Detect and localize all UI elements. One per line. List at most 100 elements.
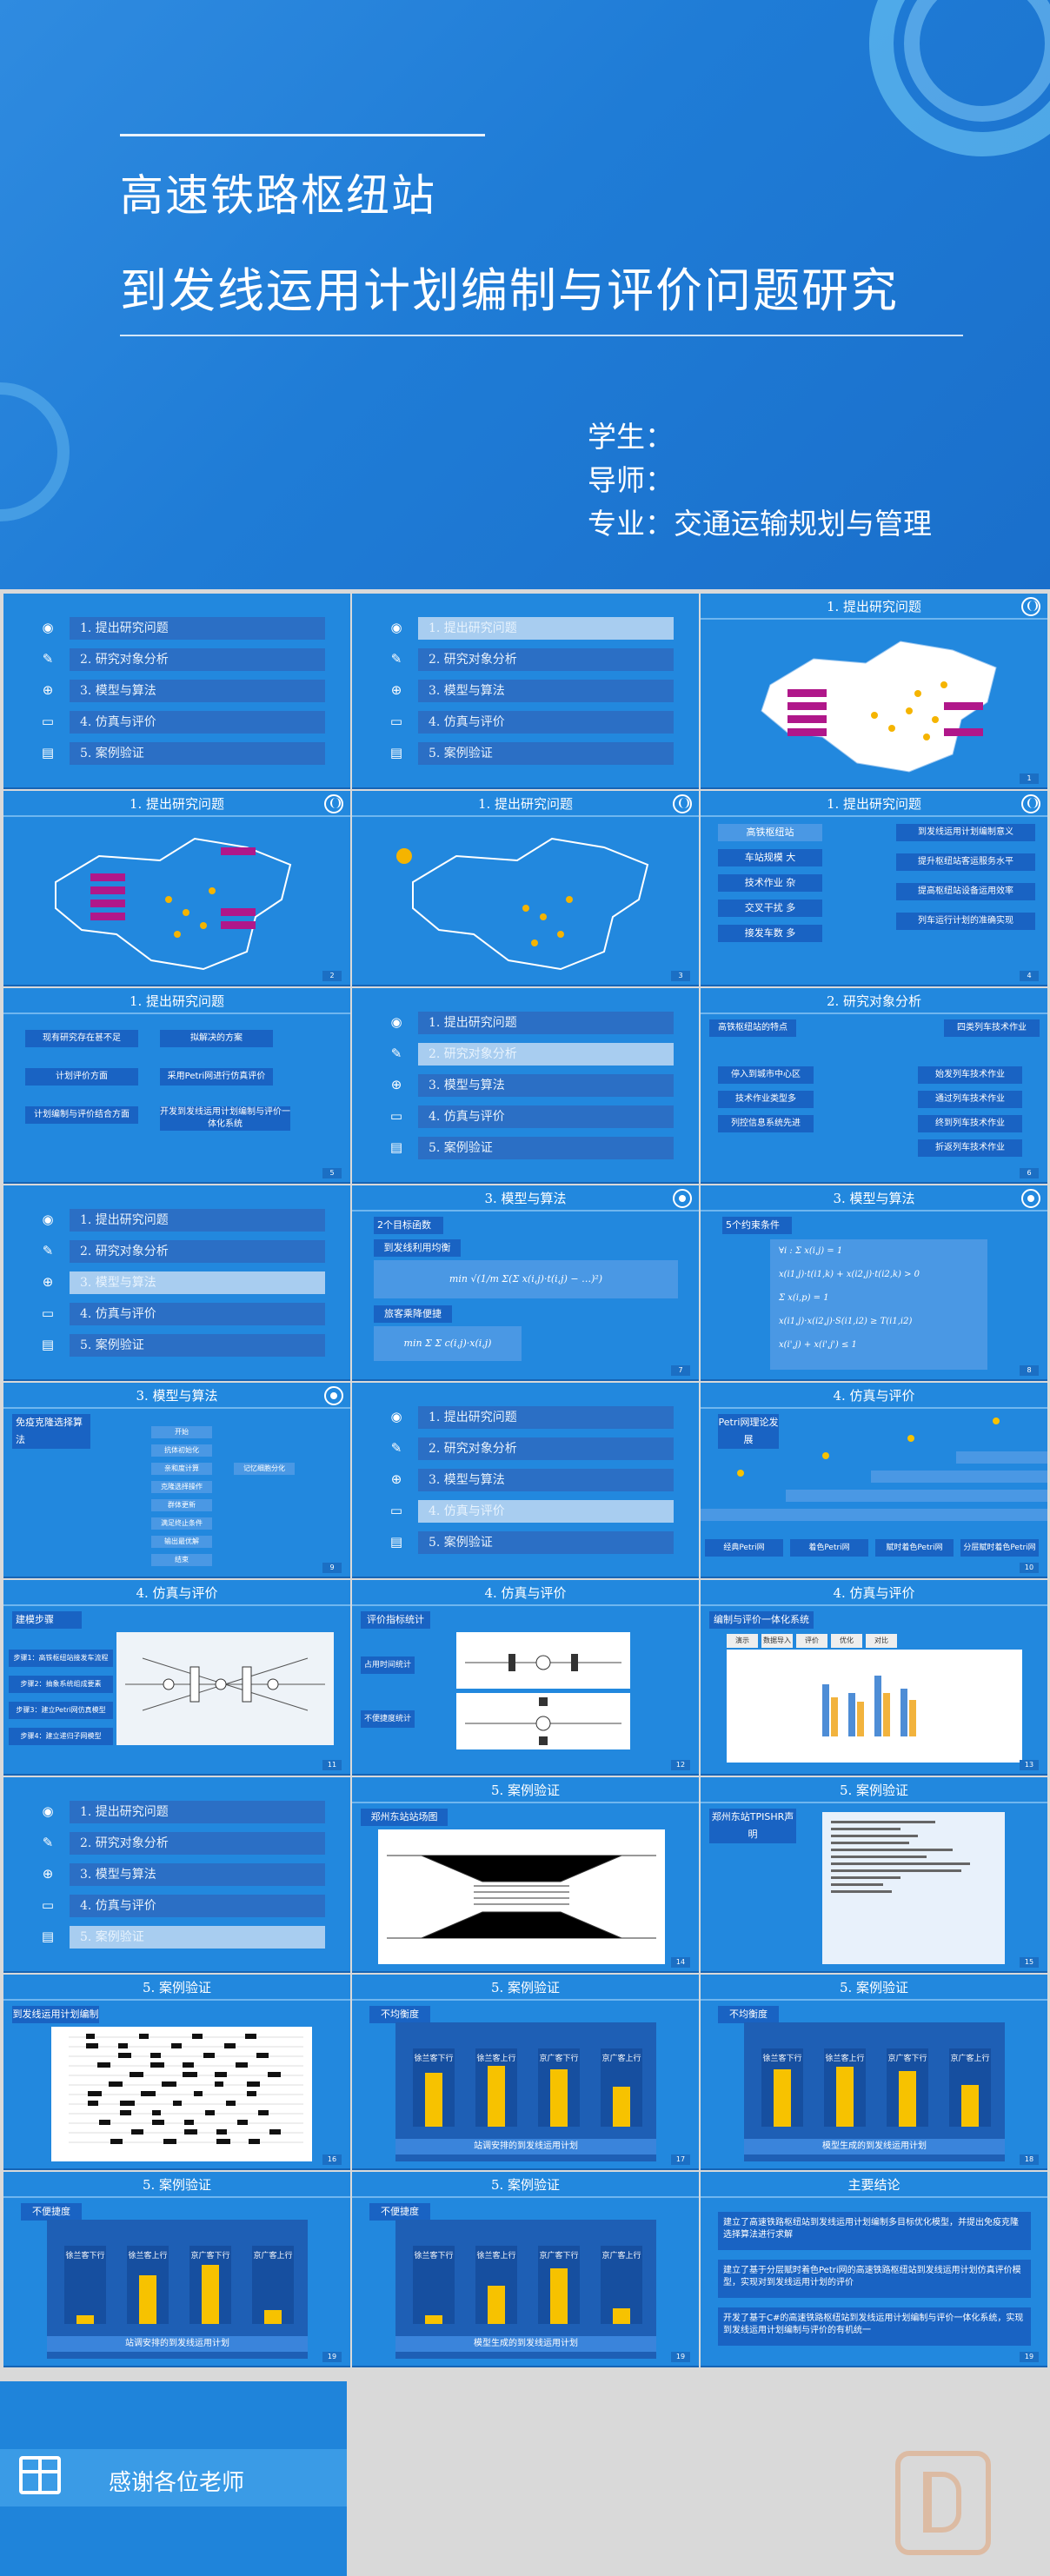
slide-metrics[interactable]: 4. 仿真与评价 评价指标统计 占用时间统计 不便捷度统计 12 — [352, 1580, 699, 1776]
agenda-item[interactable]: ▤ 5. 案例验证 — [38, 738, 325, 769]
agenda-item[interactable]: ⊕ 3. 模型与算法 — [387, 675, 674, 707]
agenda-item[interactable]: ✎ 2. 研究对象分析 — [387, 1433, 674, 1464]
agenda-item[interactable]: ✎ 2. 研究对象分析 — [38, 1828, 325, 1859]
slide-agenda-5[interactable]: ◉ 1. 提出研究问题 ✎ 2. 研究对象分析 ⊕ 3. 模型与算法 ▭ 4. 仿真与评价 ▤ 5… — [352, 1383, 699, 1578]
bar-category-label: 京广客下行 — [539, 2252, 579, 2261]
agenda-item[interactable]: ◉ 1. 提出研究问题 — [387, 613, 674, 644]
slide-modeling-steps[interactable]: 4. 仿真与评价 建模步骤 步骤1：高铁枢纽站接发车流程 步骤2：抽象系统组成要素… — [3, 1580, 350, 1776]
bar-column: 徐兰客上行 — [127, 2246, 169, 2324]
agenda-item[interactable]: ◉ 1. 提出研究问题 — [387, 1007, 674, 1039]
slide-tpi-data[interactable]: 5. 案例验证 郑州东站TPISHR声明 15 — [701, 1777, 1047, 1973]
steps-heading: 建模步骤 — [12, 1611, 82, 1629]
slide-agenda-3[interactable]: ◉ 1. 提出研究问题 ✎ 2. 研究对象分析 ⊕ 3. 模型与算法 ▭ 4. 仿真与评价 ▤ 5… — [352, 988, 699, 1184]
agenda-item[interactable]: ▭ 4. 仿真与评价 — [38, 1298, 325, 1330]
page-number: 15 — [1020, 1957, 1039, 1968]
slide-agenda-1[interactable]: ◉ 1. 提出研究问题 ✎ 2. 研究对象分析 ⊕ 3. 模型与算法 ▭ 4. 仿真与评价 ▤ 5… — [3, 594, 350, 789]
agenda-list: ◉ 1. 提出研究问题 ✎ 2. 研究对象分析 ⊕ 3. 模型与算法 ▭ 4. 仿真与评价 ▤ 5… — [387, 1007, 674, 1164]
thanks-slide[interactable]: 感谢各位老师 — [0, 2381, 347, 2576]
agenda-item[interactable]: ▤ 5. 案例验证 — [38, 1922, 325, 1953]
bar-column: 徐兰客下行 — [413, 2048, 455, 2127]
metric-label-2: 不便捷度统计 — [361, 1710, 415, 1728]
page-number: 6 — [1020, 1168, 1039, 1178]
agenda-item-label: 4. 仿真与评价 — [418, 1500, 674, 1523]
agenda-item-label: 4. 仿真与评价 — [418, 711, 674, 734]
agenda-item[interactable]: ◉ 1. 提出研究问题 — [38, 1796, 325, 1828]
slide-object-analysis[interactable]: 2. 研究对象分析 高铁枢纽站的特点 停入到城市中心区 技术作业类型多 列控信息系统先… — [701, 988, 1047, 1184]
agenda-item[interactable]: ▤ 5. 案例验证 — [387, 1132, 674, 1164]
timeline-bar — [701, 1509, 1047, 1521]
slide-chart-c26[interactable]: 5. 案例验证 不便捷度 徐兰客下行 徐兰客上行 京广客下行 京广客上行 模型生成的到发线运… — [352, 2172, 699, 2367]
slide-station-layout[interactable]: 5. 案例验证 郑州东站站场图 14 — [352, 1777, 699, 1973]
agenda-item[interactable]: ⊕ 3. 模型与算法 — [38, 1859, 325, 1890]
agenda-bullet-icon: ▭ — [389, 714, 403, 729]
slide-title: 5. 案例验证 — [352, 2172, 699, 2198]
slide-problems[interactable]: 1. 提出研究问题 现有研究存在甚不足 拟解决的方案 计划评价方面 采用Petri网进… — [3, 988, 350, 1184]
slide-title: 1. 提出研究问题 — [701, 594, 1047, 620]
agenda-item-label: 1. 提出研究问题 — [70, 617, 325, 640]
agenda-item[interactable]: ▭ 4. 仿真与评价 — [387, 1496, 674, 1527]
significance-item: 提高枢纽站设备运用效率 — [896, 883, 1035, 900]
agenda-item[interactable]: ▤ 5. 案例验证 — [387, 738, 674, 769]
slide-conclusions[interactable]: 主要结论 建立了高速铁路枢纽站到发线运用计划编制多目标优化模型，并提出免疫克隆选… — [701, 2172, 1047, 2367]
slide-algorithm[interactable]: 3. 模型与算法 免疫克隆选择算法 开始 抗体初始化 亲和度计算 克隆选择操作 群体更新… — [3, 1383, 350, 1578]
page-number: 13 — [1020, 1760, 1039, 1770]
agenda-item[interactable]: ▭ 4. 仿真与评价 — [387, 1101, 674, 1132]
chart-heading: 不均衡度 — [718, 2006, 779, 2023]
agenda-item-label: 3. 模型与算法 — [70, 1271, 325, 1294]
slide-chart-c25[interactable]: 5. 案例验证 不便捷度 徐兰客下行 徐兰客上行 京广客下行 京广客上行 站调安排的到发线运… — [3, 2172, 350, 2367]
agenda-item-label: 2. 研究对象分析 — [418, 1437, 674, 1460]
bar — [425, 2073, 442, 2127]
page-number: 1 — [1020, 773, 1039, 784]
modeling-step: 步骤2：抽象系统组成要素 — [9, 1676, 113, 1693]
slide-chart-c24[interactable]: 5. 案例验证 不均衡度 徐兰客下行 徐兰客上行 京广客下行 京广客上行 模型生成的到发线运… — [701, 1975, 1047, 2170]
slide-constraints[interactable]: 3. 模型与算法 5个约束条件 ∀i : Σ x(i,j) = 1 x(i1,j)… — [701, 1185, 1047, 1381]
slide-agenda-6[interactable]: ◉ 1. 提出研究问题 ✎ 2. 研究对象分析 ⊕ 3. 模型与算法 ▭ 4. 仿真与评价 ▤ 5… — [3, 1777, 350, 1973]
author-info: 学生： 导师： 专业：交通运输规划与管理 — [588, 415, 932, 546]
agenda-item[interactable]: ⊕ 3. 模型与算法 — [387, 1464, 674, 1496]
agenda-item[interactable]: ◉ 1. 提出研究问题 — [38, 613, 325, 644]
agenda-item[interactable]: ▤ 5. 案例验证 — [38, 1330, 325, 1361]
agenda-item[interactable]: ✎ 2. 研究对象分析 — [38, 644, 325, 675]
agenda-item-label: 3. 模型与算法 — [418, 680, 674, 702]
slide-objectives[interactable]: 3. 模型与算法 2个目标函数 到发线利用均衡 min √(1/m Σ(Σ x(… — [352, 1185, 699, 1381]
agenda-bullet-icon: ✎ — [42, 651, 54, 667]
objective-1-label: 到发线利用均衡 — [374, 1239, 461, 1257]
timeline-label: 赋时着色Petri网 — [875, 1539, 954, 1557]
chart-caption: 模型生成的到发线运用计划 — [395, 2336, 656, 2352]
bar-category-label: 徐兰客下行 — [65, 2252, 105, 2261]
title-rule-bottom — [120, 335, 963, 336]
tpi-heading: 郑州东站TPISHR声明 — [709, 1809, 796, 1843]
agenda-bullet-icon: ▭ — [41, 1305, 55, 1321]
bar — [613, 2087, 630, 2127]
agenda-item[interactable]: ⊕ 3. 模型与算法 — [38, 1267, 325, 1298]
slide-map-2[interactable]: 1. 提出研究问题 2 — [3, 791, 350, 986]
menu-tab: 对比 — [866, 1634, 897, 1648]
slide-significance[interactable]: 1. 提出研究问题 高铁枢纽站 车站规模 大技术作业 杂交叉干扰 多接发车数 多 … — [701, 791, 1047, 986]
globe-icon — [1021, 597, 1040, 616]
slide-agenda-4[interactable]: ◉ 1. 提出研究问题 ✎ 2. 研究对象分析 ⊕ 3. 模型与算法 ▭ 4. 仿真与评价 ▤ 5… — [3, 1185, 350, 1381]
agenda-item[interactable]: ✎ 2. 研究对象分析 — [387, 1039, 674, 1070]
agenda-item[interactable]: ◉ 1. 提出研究问题 — [387, 1402, 674, 1433]
slide-map-1[interactable]: 1. 提出研究问题 1 — [701, 594, 1047, 789]
bar-category-label: 京广客上行 — [601, 2055, 641, 2063]
problem-cell: 计划编制与评价结合方面 — [25, 1106, 138, 1124]
thanks-text: 感谢各位老师 — [109, 2470, 245, 2496]
slide-chart-c23[interactable]: 5. 案例验证 不均衡度 徐兰客下行 徐兰客上行 京广客下行 京广客上行 站调安排的到发线运… — [352, 1975, 699, 2170]
slide-agenda-2[interactable]: ◉ 1. 提出研究问题 ✎ 2. 研究对象分析 ⊕ 3. 模型与算法 ▭ 4. 仿真与评价 ▤ 5… — [352, 594, 699, 789]
agenda-item[interactable]: ✎ 2. 研究对象分析 — [387, 644, 674, 675]
agenda-item[interactable]: ▭ 4. 仿真与评价 — [38, 1890, 325, 1922]
agenda-item[interactable]: ◉ 1. 提出研究问题 — [38, 1205, 325, 1236]
flow-step: 亲和度计算 — [151, 1463, 212, 1475]
agenda-item[interactable]: ▭ 4. 仿真与评价 — [38, 707, 325, 738]
agenda-bullet-icon: ▤ — [41, 1337, 55, 1352]
slide-system[interactable]: 4. 仿真与评价 编制与评价一体化系统 演示 数据导入 评价 优化 对比 13 — [701, 1580, 1047, 1776]
agenda-item[interactable]: ▤ 5. 案例验证 — [387, 1527, 674, 1558]
slide-map-3[interactable]: 1. 提出研究问题 3 — [352, 791, 699, 986]
agenda-item[interactable]: ▭ 4. 仿真与评价 — [387, 707, 674, 738]
agenda-item[interactable]: ⊕ 3. 模型与算法 — [38, 675, 325, 707]
slide-petri-history[interactable]: 4. 仿真与评价 Petri网理论发展 经典Petri网 着色Petri网 赋时着色… — [701, 1383, 1047, 1578]
agenda-item[interactable]: ✎ 2. 研究对象分析 — [38, 1236, 325, 1267]
bar — [613, 2308, 630, 2324]
slide-schedule[interactable]: 5. 案例验证 到发线运用计划编制 16 — [3, 1975, 350, 2170]
agenda-item[interactable]: ⊕ 3. 模型与算法 — [387, 1070, 674, 1101]
